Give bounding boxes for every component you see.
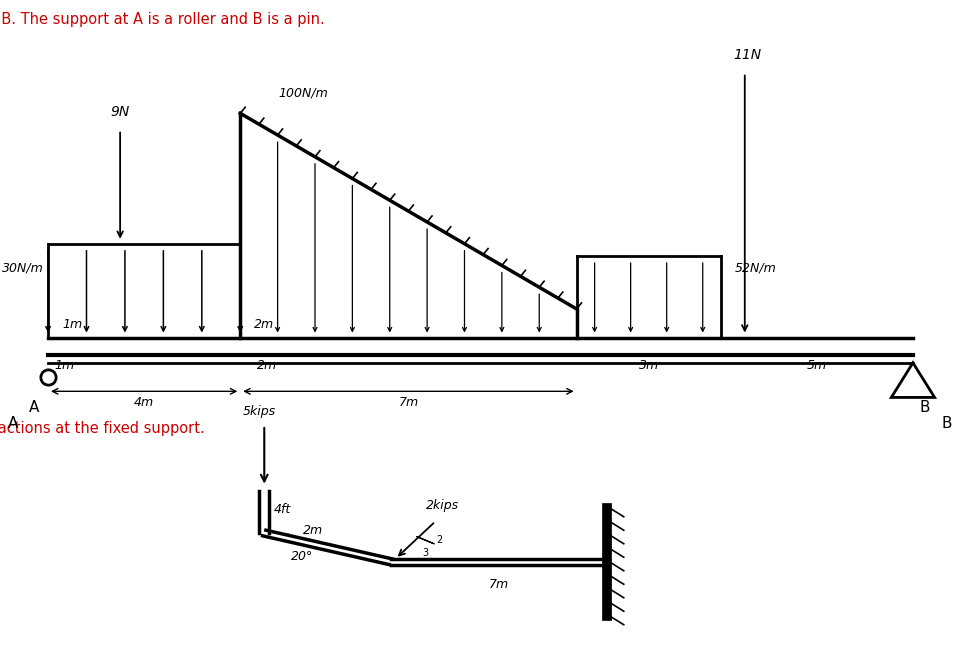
Polygon shape <box>391 559 607 565</box>
Text: 2m: 2m <box>257 359 277 372</box>
Text: 9N: 9N <box>111 105 130 119</box>
Text: 1.   Determine the reactions at A and B. The support at A is a roller and B is a: 1. Determine the reactions at A and B. T… <box>0 12 325 28</box>
Text: 4ft: 4ft <box>274 503 291 515</box>
Text: 1m: 1m <box>62 319 82 331</box>
Text: 4m: 4m <box>135 396 154 409</box>
Text: 3: 3 <box>423 548 429 558</box>
Text: 100N/m: 100N/m <box>279 86 329 99</box>
Text: 7m: 7m <box>489 578 509 591</box>
Text: 1m: 1m <box>55 359 75 372</box>
Text: 5m: 5m <box>807 359 826 372</box>
Text: B: B <box>920 400 930 415</box>
Text: 5kips: 5kips <box>243 405 276 417</box>
Text: 2m: 2m <box>303 524 323 537</box>
Text: 2m: 2m <box>255 319 274 331</box>
Text: A: A <box>9 416 18 431</box>
Polygon shape <box>259 491 269 533</box>
Text: 11N: 11N <box>733 48 761 62</box>
Text: 2.   Determine the reactions at the fixed support.: 2. Determine the reactions at the fixed … <box>0 421 205 435</box>
Text: 2kips: 2kips <box>426 499 459 512</box>
Text: B: B <box>942 416 951 431</box>
Text: 20°: 20° <box>291 550 313 562</box>
Text: 52N/m: 52N/m <box>735 262 776 274</box>
Polygon shape <box>262 530 392 564</box>
Text: 2: 2 <box>436 535 442 546</box>
Text: 30N/m: 30N/m <box>2 262 43 274</box>
Text: A: A <box>29 400 38 415</box>
Text: 3m: 3m <box>639 359 658 372</box>
Polygon shape <box>892 363 935 397</box>
Text: 7m: 7m <box>399 396 418 409</box>
